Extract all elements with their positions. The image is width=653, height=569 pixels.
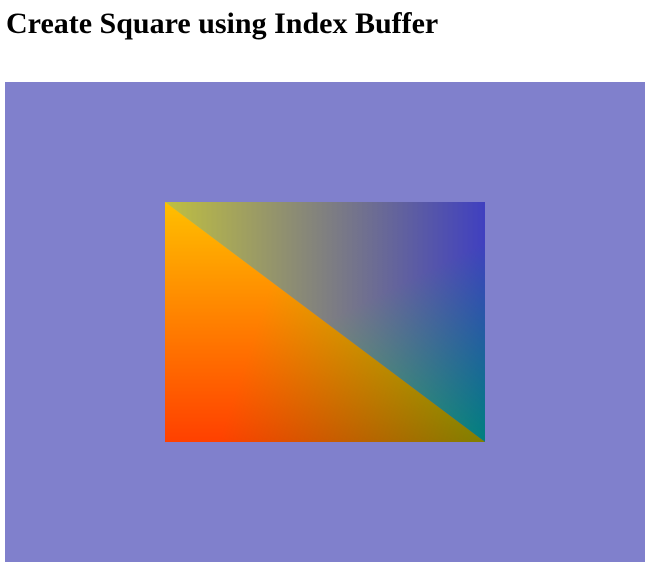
page-title: Create Square using Index Buffer	[6, 7, 439, 40]
webgl-canvas	[5, 82, 645, 562]
triangle-lower-blend	[165, 202, 485, 442]
colored-square	[165, 202, 485, 442]
